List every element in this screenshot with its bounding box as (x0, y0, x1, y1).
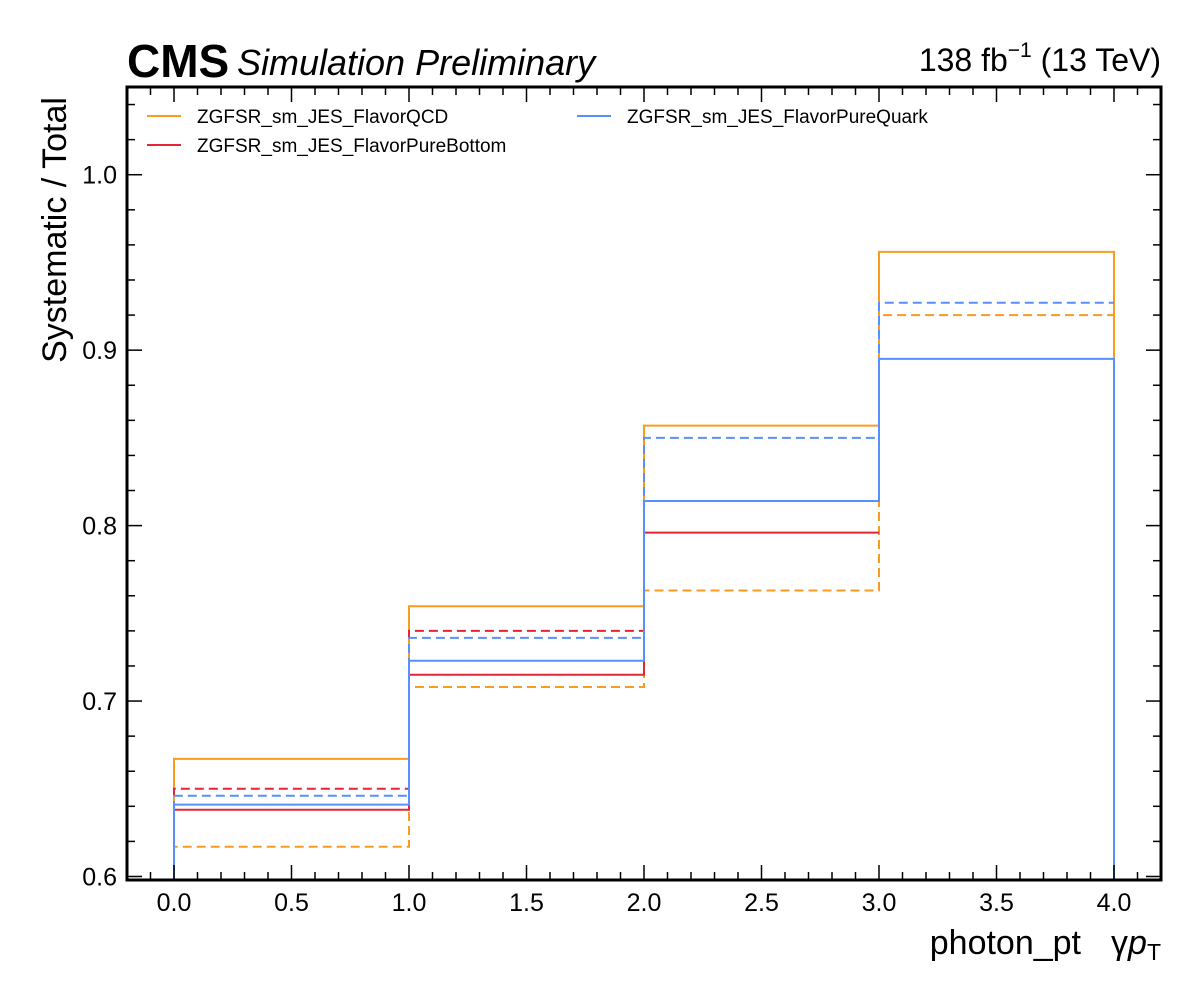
ticks-layer: 0.0 0.5 1.0 1.5 2.0 2.5 3.0 3.5 4.0 0.6 0.7 0.8 0.9 1… (82, 87, 1162, 917)
legend-label: ZGFSR_sm_JES_FlavorPureQuark (627, 107, 928, 128)
x-tick-label: 3.5 (979, 889, 1014, 917)
x-axis-title-subscript: T (1147, 939, 1161, 965)
y-tick-label: 0.7 (82, 688, 117, 716)
legend: ZGFSR_sm_JES_FlavorQCD ZGFSR_sm_JES_Flavo… (147, 107, 928, 157)
x-tick-label: 2.5 (744, 889, 779, 917)
lumi-exponent: −1 (1008, 39, 1032, 62)
series-line-2 (173, 531, 879, 880)
y-tick-label: 0.8 (82, 513, 117, 541)
x-tick-label: 3.0 (862, 889, 897, 917)
cms-label: CMS (127, 35, 229, 87)
x-axis-title: photon_pt γpT (930, 924, 1161, 965)
x-tick-label: 1.0 (392, 889, 427, 917)
x-axis-title-main: photon_pt (930, 924, 1082, 962)
legend-label: ZGFSR_sm_JES_FlavorQCD (197, 107, 448, 128)
lumi-value: 138 fb (919, 42, 1008, 78)
luminosity-label: 138 fb−1 (13 TeV) (919, 39, 1161, 78)
y-tick-label: 1.0 (82, 162, 117, 190)
y-tick-label: 0.6 (82, 863, 117, 891)
series-line-5 (173, 301, 1114, 880)
series-line-4 (173, 357, 1115, 880)
x-axis-title-p: p (1127, 924, 1147, 962)
x-tick-label: 2.0 (627, 889, 662, 917)
series-layer (173, 250, 1115, 880)
plot-frame (125, 85, 1163, 882)
x-tick-label: 0.5 (274, 889, 309, 917)
x-tick-label: 0.0 (157, 889, 192, 917)
x-tick-label: 1.5 (509, 889, 544, 917)
x-axis-title-symbol: γ (1111, 924, 1128, 962)
y-tick-label: 0.9 (82, 337, 117, 365)
lumi-energy: (13 TeV) (1032, 42, 1161, 78)
legend-label: ZGFSR_sm_JES_FlavorPureBottom (197, 136, 506, 157)
x-tick-label: 4.0 (1097, 889, 1132, 917)
simulation-preliminary-label: Simulation Preliminary (237, 42, 597, 83)
y-axis-title: Systematic / Total (36, 97, 74, 363)
